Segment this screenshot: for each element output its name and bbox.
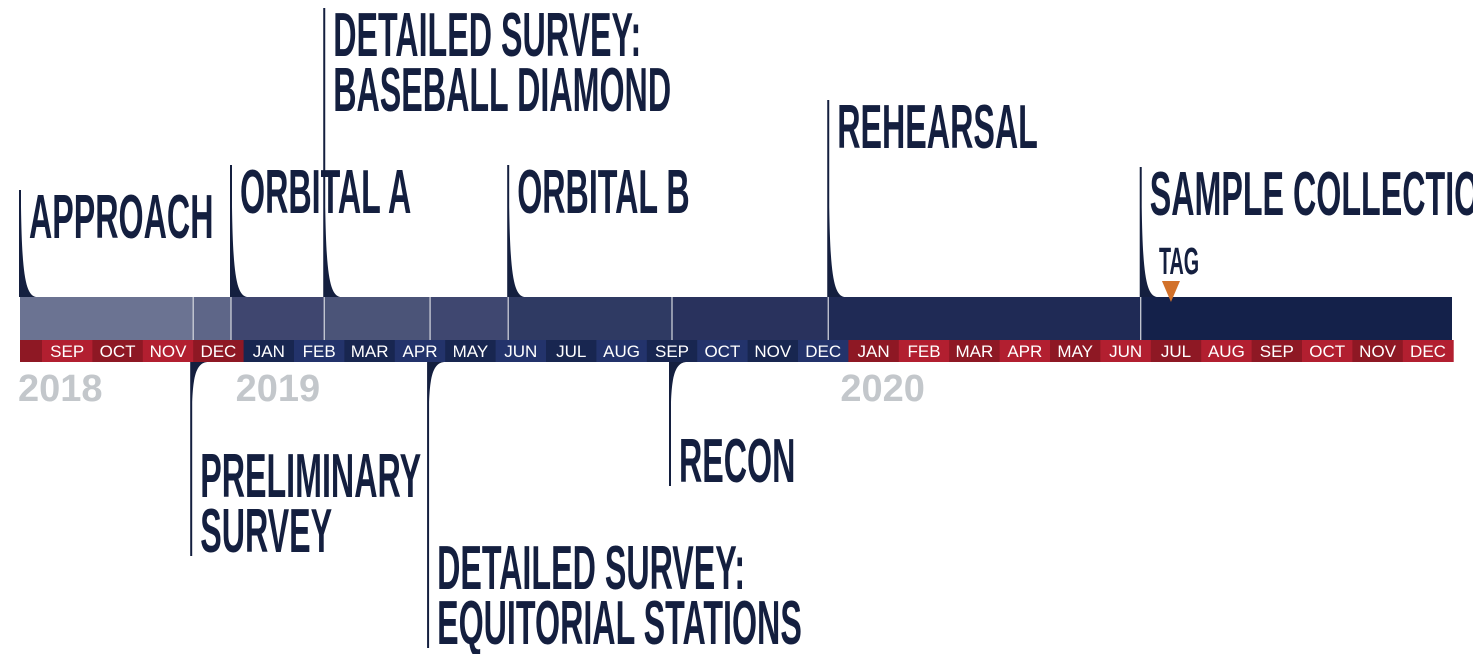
month-label: OCT xyxy=(100,342,136,361)
phase-label-recon: RECON xyxy=(679,427,795,496)
month-label: DEC xyxy=(805,342,841,361)
month-label: NOV xyxy=(754,342,792,361)
month-cell xyxy=(1352,340,1404,362)
month-label: OCT xyxy=(704,342,740,361)
month-label: JAN xyxy=(858,342,890,361)
month-cell xyxy=(848,340,900,362)
phase-leader-line xyxy=(323,8,341,297)
month-label: DEC xyxy=(200,342,236,361)
month-cell xyxy=(747,340,799,362)
tag-marker-group: TAG xyxy=(1159,241,1199,302)
month-cell xyxy=(999,340,1051,362)
phase-label-preliminary-survey: SURVEY xyxy=(200,497,332,566)
month-label: NOV xyxy=(1359,342,1397,361)
month-cell xyxy=(142,340,194,362)
phase-leader-line xyxy=(230,165,247,297)
month-label: DEC xyxy=(1410,342,1446,361)
phase-leader-line xyxy=(1139,167,1157,297)
month-label: JAN xyxy=(253,342,285,361)
phase-band xyxy=(193,297,231,340)
phase-leader-line xyxy=(669,362,686,486)
year-label: 2019 xyxy=(236,368,321,410)
month-cell xyxy=(294,340,345,362)
month-label: OCT xyxy=(1309,342,1345,361)
month-cell xyxy=(949,340,1001,362)
phase-leader-line xyxy=(827,100,845,297)
month-cell xyxy=(596,340,648,362)
month-label: MAR xyxy=(351,342,389,361)
month-label: NOV xyxy=(150,342,188,361)
phase-leader-line xyxy=(190,362,208,556)
phase-label-orbital-a: ORBITAL A xyxy=(240,158,411,227)
year-labels: 2018 2019 2020 xyxy=(18,368,925,410)
month-cell xyxy=(92,340,144,362)
phase-leader-line xyxy=(19,190,36,297)
month-label: JUN xyxy=(1109,342,1142,361)
month-label: SEP xyxy=(50,342,84,361)
month-label: JUL xyxy=(556,342,586,361)
month-strip: SEP OCT NOV DEC JAN FEB MAR APR MAY JUN JUL AUG SEP O… xyxy=(20,340,1454,362)
month-cell xyxy=(546,340,597,362)
month-label: APR xyxy=(403,342,438,361)
month-cell-lead xyxy=(20,340,42,362)
month-label: AUG xyxy=(603,342,640,361)
month-cell xyxy=(495,340,547,362)
year-label: 2018 xyxy=(18,368,103,410)
phase-label-detailed-survey-equitorial-stations: EQUITORIAL STATIONS xyxy=(437,589,802,654)
month-cell xyxy=(1402,340,1454,362)
phase-band-layer xyxy=(20,297,1452,340)
month-cell xyxy=(1100,340,1152,362)
month-label: SEP xyxy=(1260,342,1294,361)
month-cell xyxy=(193,340,245,362)
month-cell xyxy=(42,340,93,362)
month-cell xyxy=(1251,340,1303,362)
month-cell xyxy=(798,340,849,362)
month-cell xyxy=(1050,340,1101,362)
phase-band xyxy=(672,297,829,340)
month-label: MAY xyxy=(453,342,489,361)
phase-band xyxy=(1140,297,1452,340)
tag-marker-icon xyxy=(1161,281,1180,302)
month-cell xyxy=(898,340,950,362)
phase-label-sample-collection: SAMPLE COLLECTION xyxy=(1150,160,1473,229)
phase-label-detailed-survey-equitorial-stations: DETAILED SURVEY: xyxy=(437,534,745,603)
month-label: FEB xyxy=(303,342,336,361)
month-cell xyxy=(243,340,295,362)
phase-band xyxy=(231,297,325,340)
phase-label-approach: APPROACH xyxy=(29,183,213,252)
month-cell xyxy=(697,340,749,362)
month-label: FEB xyxy=(907,342,940,361)
month-cell xyxy=(1201,340,1253,362)
month-cell xyxy=(344,340,396,362)
month-label: JUL xyxy=(1161,342,1191,361)
month-label: SEP xyxy=(655,342,689,361)
month-label: MAY xyxy=(1057,342,1093,361)
phase-label-preliminary-survey: PRELIMINARY xyxy=(200,442,421,511)
month-cell xyxy=(445,340,497,362)
phase-label-detailed-survey-baseball-diamond: BASEBALL DIAMOND xyxy=(333,56,671,125)
phase-band xyxy=(20,297,194,340)
phase-leader-line xyxy=(507,165,525,297)
phase-label-detailed-survey-baseball-diamond: DETAILED SURVEY: xyxy=(333,1,641,70)
month-label: APR xyxy=(1007,342,1042,361)
year-label: 2020 xyxy=(840,368,925,410)
month-cell xyxy=(1150,340,1202,362)
month-cell xyxy=(646,340,698,362)
phase-band xyxy=(324,297,431,340)
phase-band xyxy=(508,297,672,340)
phase-band xyxy=(828,297,1141,340)
phase-label-rehearsal: REHEARSAL xyxy=(837,93,1038,162)
month-cell xyxy=(1302,340,1353,362)
month-label: JUN xyxy=(504,342,537,361)
phase-label-orbital-b: ORBITAL B xyxy=(517,158,690,227)
phase-leader-line xyxy=(427,362,445,648)
month-label: MAR xyxy=(956,342,994,361)
phase-band xyxy=(430,297,509,340)
month-cell xyxy=(394,340,446,362)
month-label: AUG xyxy=(1208,342,1245,361)
tag-label: TAG xyxy=(1159,241,1199,282)
